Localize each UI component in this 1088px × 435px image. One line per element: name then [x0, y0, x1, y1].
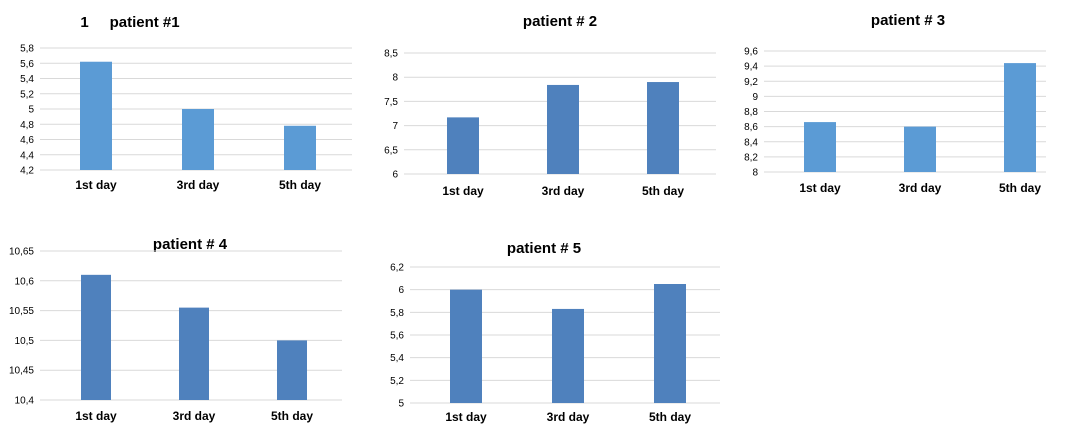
y-tick-label: 8,8 [744, 107, 758, 118]
chart-patient-2: patient # 2 6 6,5 7 7,5 8 8,5 1st day 3rd day 5t… [370, 0, 730, 210]
bar [81, 274, 111, 400]
y-tick-label: 10,4 [15, 396, 35, 407]
y-tick-label: 10,5 [15, 336, 35, 347]
x-tick-label: 3rd day [177, 178, 220, 192]
y-tick-label: 5,2 [20, 89, 34, 100]
chart-patient-3: patient # 3 8 8,2 8,4 8,6 8,8 9 9,2 9,4 9,6 1st d… [730, 0, 1080, 210]
bar [277, 340, 307, 400]
chart-title: 1 patient #1 [80, 14, 180, 31]
y-tick-label: 5,8 [390, 308, 404, 319]
bar [447, 117, 479, 174]
y-tick-label: 6,5 [384, 145, 398, 156]
x-tick-label: 1st day [445, 410, 487, 424]
y-tick-label: 6,2 [390, 263, 404, 274]
x-tick-label: 3rd day [899, 181, 942, 195]
x-tick-label: 3rd day [547, 410, 590, 424]
chart-plot: 10,4 10,45 10,5 10,55 10,6 10,65 1st day 3rd da… [9, 247, 342, 423]
bar [80, 61, 112, 170]
y-tick-label: 5,6 [390, 331, 404, 342]
chart-title: patient # 5 [506, 240, 582, 257]
y-tick-label: 9,2 [744, 77, 758, 88]
x-tick-label: 5th day [642, 184, 684, 198]
y-tick-label: 10,55 [9, 306, 34, 317]
y-tick-label: 7,5 [384, 97, 398, 108]
y-tick-label: 9,6 [744, 47, 758, 58]
chart-patient-4: patient # 4 10,4 10,45 10,5 10,55 10,6 10,65 1… [0, 222, 360, 435]
chart-plot: 4,2 4,4 4,6 4,8 5 5,2 5,4 5,6 5,8 1st day 3rd day 5… [20, 44, 352, 192]
bar [547, 84, 579, 174]
bar [182, 109, 214, 170]
chart-plot: 5 5,2 5,4 5,6 5,8 6 6,2 1st day 3rd day 5th day [390, 263, 720, 424]
y-tick-label: 4,2 [20, 166, 34, 177]
y-tick-label: 10,65 [9, 247, 34, 258]
chart-plot: 8 8,2 8,4 8,6 8,8 9 9,2 9,4 9,6 1st day 3rd day 5th… [744, 47, 1046, 195]
chart-title: patient # 4 [152, 236, 228, 253]
y-tick-label: 10,45 [9, 366, 34, 377]
y-tick-label: 4,6 [20, 135, 34, 146]
y-tick-label: 4,8 [20, 120, 34, 131]
chart-patient-1: 1 patient #1 4,2 4,4 4,6 4,8 5 5,2 5,4 5,6 5,8 1s… [0, 0, 360, 210]
bar [179, 307, 209, 400]
y-tick-label: 8,5 [384, 49, 398, 60]
bar [647, 82, 679, 174]
y-tick-label: 8 [392, 73, 398, 84]
y-tick-label: 8,2 [744, 152, 758, 163]
bar [804, 122, 836, 172]
chart-title: patient # 2 [522, 13, 598, 30]
y-tick-label: 5,4 [20, 74, 34, 85]
x-tick-label: 5th day [271, 409, 313, 423]
x-tick-label: 1st day [799, 181, 841, 195]
x-tick-label: 5th day [999, 181, 1041, 195]
bar [1004, 63, 1036, 172]
y-tick-label: 4,4 [20, 150, 34, 161]
y-tick-label: 5,4 [390, 353, 404, 364]
bar [450, 289, 482, 403]
x-tick-label: 5th day [649, 410, 691, 424]
x-tick-label: 5th day [279, 178, 321, 192]
y-tick-label: 6 [398, 285, 404, 296]
bar [904, 126, 936, 172]
y-tick-label: 7 [392, 121, 398, 132]
x-tick-label: 3rd day [173, 409, 216, 423]
x-tick-label: 1st day [75, 178, 117, 192]
chart-title: patient # 3 [870, 12, 946, 29]
bar [552, 308, 584, 403]
y-tick-label: 5,2 [390, 376, 404, 387]
chart-plot: 6 6,5 7 7,5 8 8,5 1st day 3rd day 5th day [384, 49, 716, 198]
y-tick-label: 9,4 [744, 62, 758, 73]
y-tick-label: 6 [392, 170, 398, 181]
y-tick-label: 5,8 [20, 44, 34, 55]
chart-patient-5: patient # 5 5 5,2 5,4 5,6 5,8 6 6,2 1st day 3rd … [360, 222, 730, 435]
y-tick-label: 5 [28, 105, 34, 116]
y-tick-label: 10,6 [15, 276, 35, 287]
y-tick-label: 5 [398, 399, 404, 410]
bar [284, 125, 316, 170]
x-tick-label: 1st day [442, 184, 484, 198]
y-tick-label: 8,6 [744, 122, 758, 133]
x-tick-label: 1st day [75, 409, 117, 423]
bar [654, 284, 686, 403]
x-tick-label: 3rd day [542, 184, 585, 198]
y-tick-label: 5,6 [20, 59, 34, 70]
y-tick-label: 9 [752, 92, 758, 103]
y-tick-label: 8 [752, 168, 758, 179]
y-tick-label: 8,4 [744, 137, 758, 148]
